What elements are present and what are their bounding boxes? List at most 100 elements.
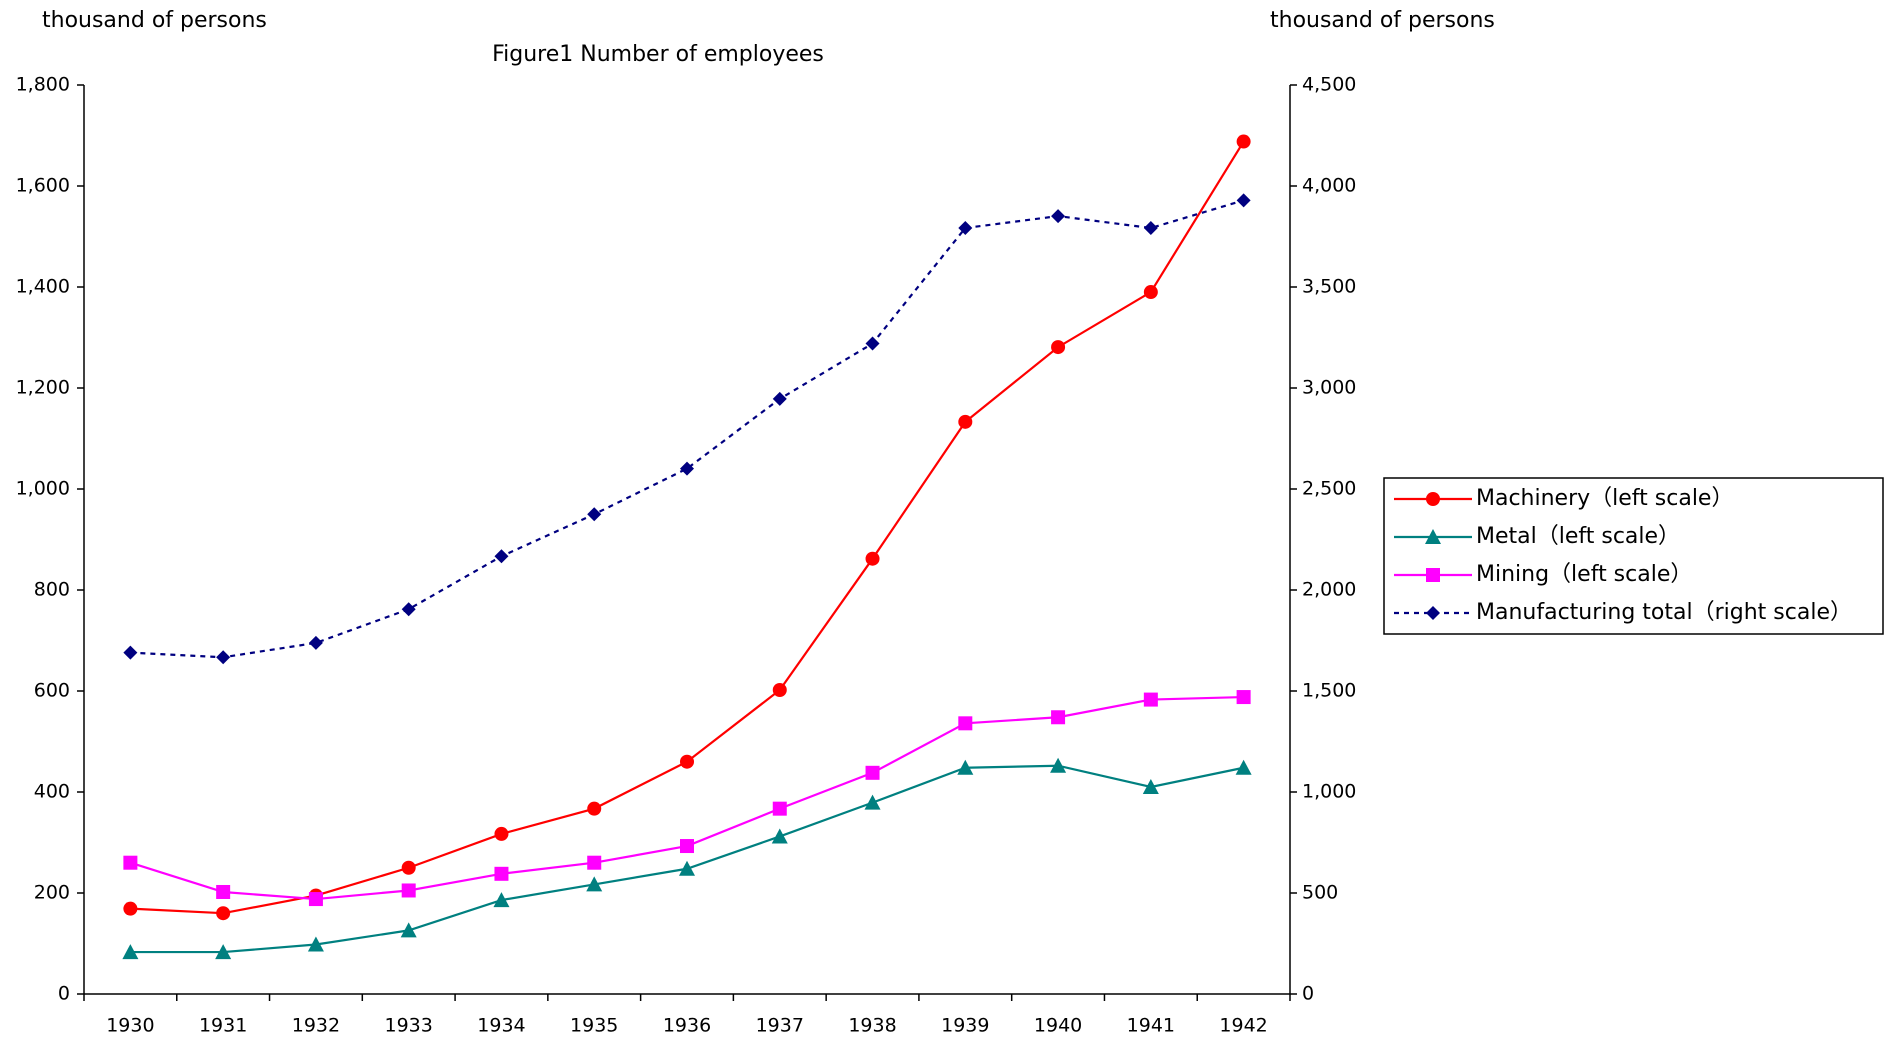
data-point <box>772 801 787 816</box>
data-point <box>680 839 694 854</box>
y2-tick-label: 4,000 <box>1302 175 1356 197</box>
data-point <box>216 906 231 921</box>
y2-tick-label: 4,500 <box>1302 74 1356 96</box>
data-point <box>958 716 973 731</box>
legend-marker <box>1425 529 1441 544</box>
data-point <box>1236 193 1251 208</box>
legend-marker <box>1426 568 1440 582</box>
legend <box>1383 477 1884 635</box>
x-tick-label: 1932 <box>292 1015 340 1037</box>
y2-tick-label: 3,000 <box>1302 377 1356 399</box>
data-point <box>1143 221 1158 236</box>
data-point <box>865 551 880 566</box>
data-point <box>1236 134 1251 149</box>
y-tick-label: 0 <box>58 983 70 1005</box>
data-point <box>586 876 603 892</box>
data-point <box>1050 757 1067 773</box>
data-point <box>494 866 509 881</box>
y2-tick-label: 1,500 <box>1302 680 1356 702</box>
y-tick-label: 400 <box>34 781 70 803</box>
data-point <box>1143 692 1158 707</box>
data-point <box>400 922 417 938</box>
y2-tick-label: 0 <box>1302 983 1314 1005</box>
y2-tick-label: 2,000 <box>1302 579 1356 601</box>
legend-label: Machinery（left scale） <box>1476 486 1733 511</box>
legend-marker <box>1426 492 1440 506</box>
data-point <box>494 826 509 841</box>
series-line <box>130 199 1244 659</box>
data-point <box>958 221 973 236</box>
data-point <box>1235 759 1252 775</box>
data-point <box>680 461 694 476</box>
x-tick-label: 1939 <box>941 1015 989 1037</box>
x-tick-label: 1931 <box>199 1015 247 1037</box>
data-point <box>308 635 323 650</box>
data-point <box>864 794 881 810</box>
data-point <box>401 883 416 898</box>
x-tick-label: 1936 <box>663 1015 711 1037</box>
series-line <box>130 764 1244 954</box>
y2-tick-label: 3,500 <box>1302 276 1356 298</box>
y-axis-title: thousand of persons <box>42 8 267 33</box>
data-point <box>401 602 416 617</box>
data-point <box>1051 340 1066 355</box>
y-tick-label: 1,000 <box>16 478 70 500</box>
x-tick-label: 1942 <box>1219 1015 1267 1037</box>
data-point <box>307 936 324 952</box>
data-point <box>1051 209 1066 224</box>
legend-marker <box>1426 606 1440 620</box>
data-point <box>216 884 231 899</box>
y-tick-label: 1,800 <box>16 74 70 96</box>
data-point <box>1236 690 1251 705</box>
data-point <box>587 801 602 816</box>
y-tick-label: 800 <box>34 579 70 601</box>
x-tick-label: 1937 <box>756 1015 804 1037</box>
data-point <box>308 892 323 907</box>
y-tick-label: 1,200 <box>16 377 70 399</box>
y2-tick-label: 1,000 <box>1302 781 1356 803</box>
data-point <box>494 549 509 564</box>
y-tick-label: 200 <box>34 882 70 904</box>
x-tick-label: 1940 <box>1034 1015 1082 1037</box>
y-tick-label: 1,600 <box>16 175 70 197</box>
legend-label: Mining（left scale） <box>1476 562 1692 587</box>
y-tick-label: 1,400 <box>16 276 70 298</box>
data-point <box>957 759 974 775</box>
x-tick-label: 1935 <box>570 1015 618 1037</box>
x-tick-label: 1934 <box>477 1015 525 1037</box>
data-point <box>1142 778 1159 794</box>
data-point <box>122 944 139 960</box>
data-point <box>123 645 138 660</box>
data-point <box>216 650 231 665</box>
data-point <box>587 855 602 870</box>
y2-tick-label: 2,500 <box>1302 478 1356 500</box>
data-point <box>772 391 787 406</box>
data-point <box>771 828 788 844</box>
data-point <box>1051 710 1066 725</box>
x-tick-label: 1938 <box>848 1015 896 1037</box>
legend-label: Manufacturing total（right scale） <box>1476 600 1852 625</box>
y2-tick-label: 500 <box>1302 882 1338 904</box>
data-point <box>680 754 694 769</box>
data-point <box>123 855 138 870</box>
chart-title: Figure1 Number of employees <box>492 42 824 67</box>
series-line <box>130 140 1245 915</box>
data-point <box>401 860 416 875</box>
x-tick-label: 1933 <box>385 1015 433 1037</box>
data-point <box>215 944 232 960</box>
data-point <box>493 892 510 908</box>
data-point <box>679 860 695 876</box>
y2-axis-title: thousand of persons <box>1270 8 1495 33</box>
y-tick-label: 600 <box>34 680 70 702</box>
data-point <box>587 507 602 522</box>
data-point <box>958 414 973 429</box>
data-point <box>123 901 138 916</box>
data-point <box>1143 285 1158 300</box>
data-point <box>865 336 880 351</box>
data-point <box>865 765 880 780</box>
x-tick-label: 1941 <box>1127 1015 1175 1037</box>
x-tick-label: 1930 <box>106 1015 154 1037</box>
legend-label: Metal（left scale） <box>1476 524 1680 549</box>
data-point <box>772 682 787 697</box>
